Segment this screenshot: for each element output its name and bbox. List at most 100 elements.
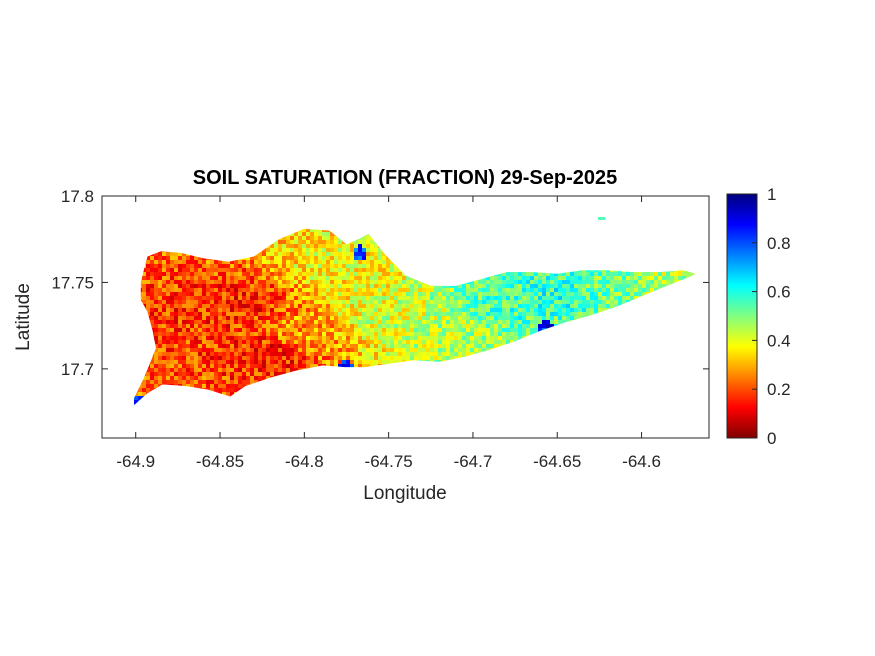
heatmap-cell xyxy=(418,312,423,317)
heatmap-cell xyxy=(202,320,207,325)
heatmap-cell xyxy=(222,332,227,337)
heatmap-cell xyxy=(182,268,187,273)
heatmap-cell xyxy=(230,340,235,345)
heatmap-cell xyxy=(250,328,255,333)
heatmap-cell xyxy=(306,356,311,361)
heatmap-cell xyxy=(314,364,319,369)
heatmap-cell xyxy=(486,300,491,305)
heatmap-cell xyxy=(230,272,235,277)
heatmap-cell xyxy=(258,300,263,305)
heatmap-cell xyxy=(326,332,331,337)
heatmap-cell xyxy=(202,292,207,297)
heatmap-cell xyxy=(390,356,395,361)
heatmap-cell xyxy=(514,272,519,277)
heatmap-cell xyxy=(182,368,187,373)
heatmap-cell xyxy=(334,344,339,349)
heatmap-cell xyxy=(222,272,227,277)
heatmap-cell xyxy=(242,384,247,389)
heatmap-cell xyxy=(346,360,351,365)
heatmap-cell xyxy=(402,304,407,309)
heatmap-cell xyxy=(374,348,379,353)
heatmap-cell xyxy=(162,340,167,345)
heatmap-cell xyxy=(166,276,171,281)
heatmap-cell xyxy=(210,328,215,333)
heatmap-cell xyxy=(202,356,207,361)
heatmap-cell xyxy=(346,324,351,329)
heatmap-cell xyxy=(418,344,423,349)
heatmap-cell xyxy=(186,324,191,329)
heatmap-cell xyxy=(450,356,455,361)
heatmap-cell xyxy=(358,260,363,265)
heatmap-cell xyxy=(210,360,215,365)
heatmap-cell xyxy=(182,272,187,277)
heatmap-cell xyxy=(286,368,291,373)
heatmap-cell xyxy=(278,248,283,253)
heatmap-cell xyxy=(426,320,431,325)
heatmap-cell xyxy=(298,328,303,333)
heatmap-cell xyxy=(158,288,163,293)
heatmap-cell xyxy=(346,344,351,349)
heatmap-cell xyxy=(258,264,263,269)
heatmap-cell xyxy=(406,324,411,329)
heatmap-cell xyxy=(282,272,287,277)
heatmap-cell xyxy=(226,324,231,329)
heatmap-cell xyxy=(382,252,387,257)
heatmap-cell xyxy=(394,276,399,281)
heatmap-cell xyxy=(198,356,203,361)
heatmap-cell xyxy=(494,324,499,329)
heatmap-cell xyxy=(246,324,251,329)
heatmap-cell xyxy=(290,260,295,265)
heatmap-cell xyxy=(502,284,507,289)
heatmap-cell xyxy=(362,272,367,277)
heatmap-cell xyxy=(494,320,499,325)
heatmap-cell xyxy=(486,336,491,341)
heatmap-cell xyxy=(382,328,387,333)
heatmap-cell xyxy=(158,356,163,361)
heatmap-cell xyxy=(194,384,199,389)
heatmap-cell xyxy=(322,264,327,269)
heatmap-cell xyxy=(250,308,255,313)
heatmap-cell xyxy=(366,300,371,305)
heatmap-cell xyxy=(334,292,339,297)
heatmap-cell xyxy=(142,268,147,273)
heatmap-cell xyxy=(246,332,251,337)
heatmap-cell xyxy=(318,252,323,257)
heatmap-cell xyxy=(482,280,487,285)
heatmap-cell xyxy=(294,292,299,297)
heatmap-cell xyxy=(322,240,327,245)
heatmap-cell xyxy=(246,264,251,269)
heatmap-cell xyxy=(466,336,471,341)
heatmap-cell xyxy=(478,308,483,313)
heatmap-cell xyxy=(454,356,459,361)
heatmap-cell xyxy=(210,364,215,369)
heatmap-cell xyxy=(278,292,283,297)
heatmap-cell xyxy=(402,324,407,329)
heatmap-cell xyxy=(174,336,179,341)
heatmap-cell xyxy=(326,260,331,265)
heatmap-cell xyxy=(342,324,347,329)
heatmap-cell xyxy=(258,348,263,353)
heatmap-cell xyxy=(266,276,271,281)
heatmap-cell xyxy=(182,308,187,313)
heatmap-cell xyxy=(262,276,267,281)
heatmap-cell xyxy=(262,284,267,289)
heatmap-cell xyxy=(286,328,291,333)
heatmap-cell xyxy=(258,320,263,325)
heatmap-cell xyxy=(446,356,451,361)
heatmap-cell xyxy=(278,336,283,341)
heatmap-cell xyxy=(334,356,339,361)
heatmap-cell xyxy=(502,328,507,333)
heatmap-cell xyxy=(226,356,231,361)
heatmap-cell xyxy=(362,240,367,245)
heatmap-cell xyxy=(226,368,231,373)
heatmap-cell xyxy=(286,268,291,273)
heatmap-cell xyxy=(170,276,175,281)
heatmap-cell xyxy=(310,244,315,249)
heatmap-cell xyxy=(206,364,211,369)
heatmap-cell xyxy=(294,356,299,361)
heatmap-cell xyxy=(190,352,195,357)
heatmap-cell xyxy=(198,360,203,365)
heatmap-cell xyxy=(210,388,215,393)
heatmap-cell xyxy=(186,264,191,269)
heatmap-cell xyxy=(302,300,307,305)
